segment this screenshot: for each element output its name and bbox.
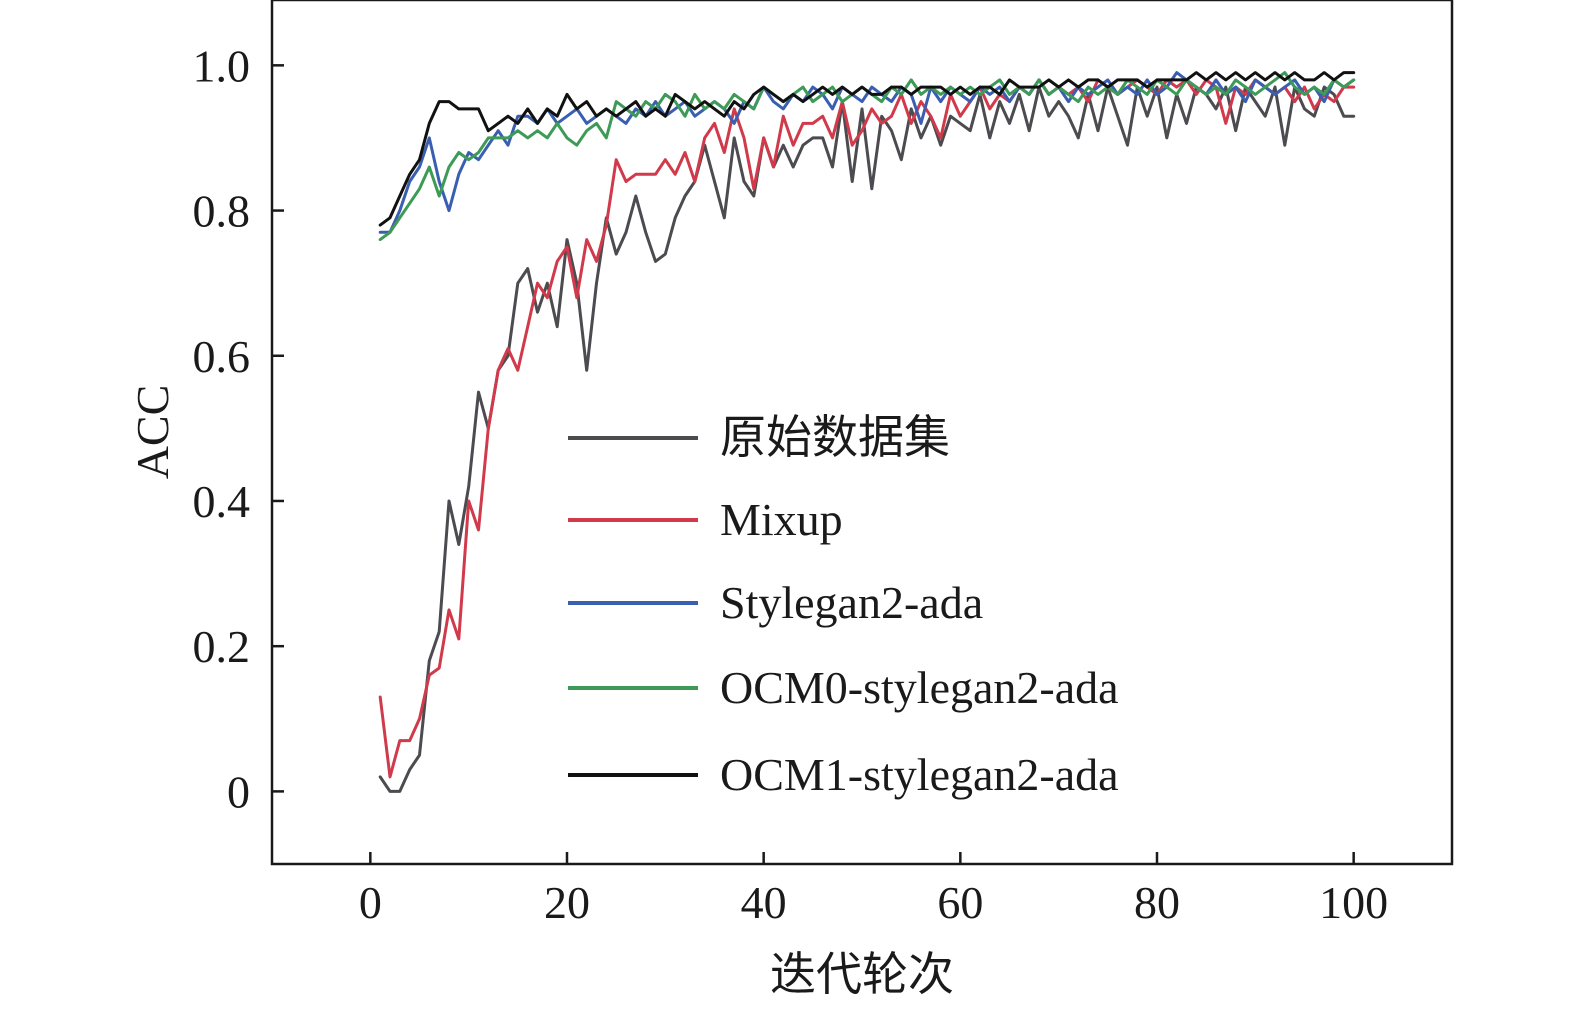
x-tick-label: 40 xyxy=(741,877,787,928)
y-tick-label: 0 xyxy=(227,766,250,817)
y-axis-title: ACC xyxy=(127,385,178,480)
series-line-2 xyxy=(378,78,1356,779)
series-line-5 xyxy=(378,71,1356,227)
x-tick-label: 80 xyxy=(1134,877,1180,928)
legend-label: 原始数据集 xyxy=(720,412,950,463)
x-tick-label: 60 xyxy=(937,877,983,928)
legend-item: Mixup xyxy=(568,494,843,545)
x-tick-label: 0 xyxy=(359,877,382,928)
y-axis: 0 0.2 0.4 0.6 0.8 1.0 xyxy=(193,40,284,817)
series-layer xyxy=(378,71,1356,793)
legend-item: OCM1-stylegan2-ada xyxy=(568,749,1119,800)
x-tick-label: 100 xyxy=(1319,877,1388,928)
legend-label: Stylegan2-ada xyxy=(720,577,983,628)
legend-label: OCM0-stylegan2-ada xyxy=(720,662,1119,713)
y-tick-label: 0.2 xyxy=(193,621,251,672)
series-line-1 xyxy=(378,85,1356,793)
legend-item: OCM0-stylegan2-ada xyxy=(568,662,1119,713)
x-axis: 0 20 40 60 80 100 xyxy=(359,852,1388,928)
x-axis-title: 迭代轮次 xyxy=(770,949,954,1000)
y-tick-label: 0.8 xyxy=(193,186,251,237)
legend-item: 原始数据集 xyxy=(568,412,950,463)
x-tick-label: 20 xyxy=(544,877,590,928)
plot-frame xyxy=(270,0,1454,866)
legend: 原始数据集 Mixup Stylegan2-ada OCM0-stylegan2-ad… xyxy=(568,412,1119,800)
legend-item: Stylegan2-ada xyxy=(568,577,983,628)
legend-label: Mixup xyxy=(720,494,843,545)
y-tick-label: 0.4 xyxy=(193,476,251,527)
y-tick-label: 1.0 xyxy=(193,40,251,91)
y-tick-label: 0.6 xyxy=(193,331,251,382)
legend-label: OCM1-stylegan2-ada xyxy=(720,749,1119,800)
